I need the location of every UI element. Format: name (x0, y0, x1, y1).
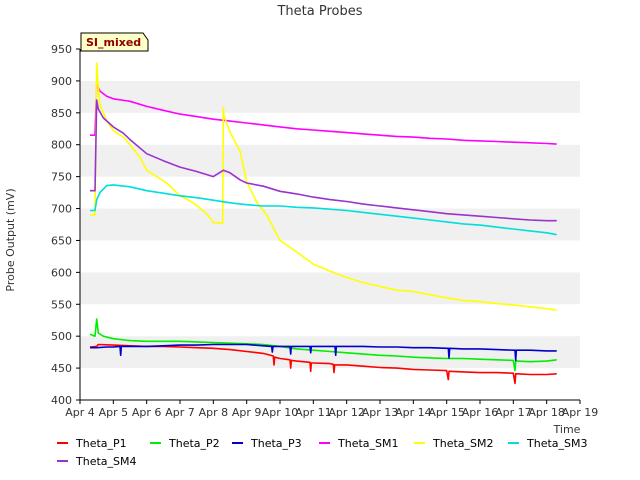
legend-label-theta-sm3: Theta_SM3 (526, 437, 587, 450)
legend-label-theta-p2: Theta_P2 (168, 437, 220, 450)
grid-band (80, 80, 580, 113)
badge-box (80, 32, 149, 52)
series-line-theta-p2 (89, 318, 557, 372)
legend-label-theta-sm4: Theta_SM4 (75, 455, 136, 468)
series-line-theta-sm3 (90, 184, 557, 236)
grid-band (80, 272, 580, 305)
x-tick-label: Apr 6 (132, 406, 162, 419)
y-tick-label: 600 (51, 266, 72, 279)
badge: SI_mixed (80, 32, 149, 52)
x-tick-label: Apr 19 (562, 406, 599, 419)
x-tick-label: Apr 14 (395, 406, 432, 419)
grid-band (80, 112, 580, 145)
grid-band (80, 144, 580, 177)
grid-band (80, 49, 580, 81)
y-tick-label: 500 (51, 330, 72, 343)
y-tick-label: 550 (51, 298, 72, 311)
series-line-theta-sm2 (90, 62, 557, 311)
grid-band (80, 368, 580, 400)
y-tick-label: 850 (51, 107, 72, 120)
x-tick-label: Apr 11 (295, 406, 332, 419)
y-axis-label: Probe Output (mV) (4, 188, 17, 291)
series-line-theta-sm4 (90, 99, 557, 222)
series-line-theta-p1 (89, 343, 557, 385)
y-tick-label: 950 (51, 43, 72, 56)
y-tick-label: 900 (51, 75, 72, 88)
legend-label-theta-sm1: Theta_SM1 (337, 437, 398, 450)
y-tick-label: 750 (51, 171, 72, 184)
x-tick-label: Apr 4 (65, 406, 95, 419)
x-tick-label: Apr 18 (528, 406, 565, 419)
grid-bands (80, 49, 580, 400)
grid-band (80, 208, 580, 241)
x-tick-label: Apr 17 (495, 406, 532, 419)
grid-band (80, 304, 580, 337)
legend: Theta_P1 Theta_P2 Theta_P3 Theta_SM1 Theta_S… (57, 437, 587, 468)
x-tick-label: Apr 10 (262, 406, 299, 419)
x-tick-label: Apr 5 (99, 406, 129, 419)
y-tick-label: 400 (51, 394, 72, 407)
legend-label-theta-sm2: Theta_SM2 (432, 437, 493, 450)
grid-band (80, 240, 580, 273)
y-tick-label: 650 (51, 234, 72, 247)
legend-label-theta-p1: Theta_P1 (75, 437, 127, 450)
x-tick-label: Apr 16 (462, 406, 499, 419)
badge-label: SI_mixed (86, 36, 141, 49)
y-axis-ticks: 400 450 500 550 600 650 700 750 800 850 900 950 (51, 43, 80, 407)
x-tick-label: Apr 13 (362, 406, 399, 419)
chart-title: Theta Probes (276, 4, 362, 19)
x-axis-ticks: Apr 4 Apr 5 Apr 6 Apr 7 Apr 8 Apr 9 Apr 10Apr … (65, 400, 598, 419)
series-line-theta-p3 (90, 343, 557, 362)
x-tick-label: Apr 15 (428, 406, 465, 419)
y-tick-label: 450 (51, 362, 72, 375)
x-axis-label: Time (553, 423, 581, 436)
x-tick-label: Apr 9 (232, 406, 262, 419)
x-tick-label: Apr 7 (165, 406, 195, 419)
axes (79, 49, 580, 401)
y-tick-label: 700 (51, 203, 72, 216)
series-line-theta-sm1 (90, 83, 557, 145)
y-tick-label: 800 (51, 139, 72, 152)
x-tick-label: Apr 12 (328, 406, 365, 419)
legend-label-theta-p3: Theta_P3 (250, 437, 302, 450)
x-tick-label: Apr 8 (199, 406, 229, 419)
series-lines (89, 62, 557, 385)
